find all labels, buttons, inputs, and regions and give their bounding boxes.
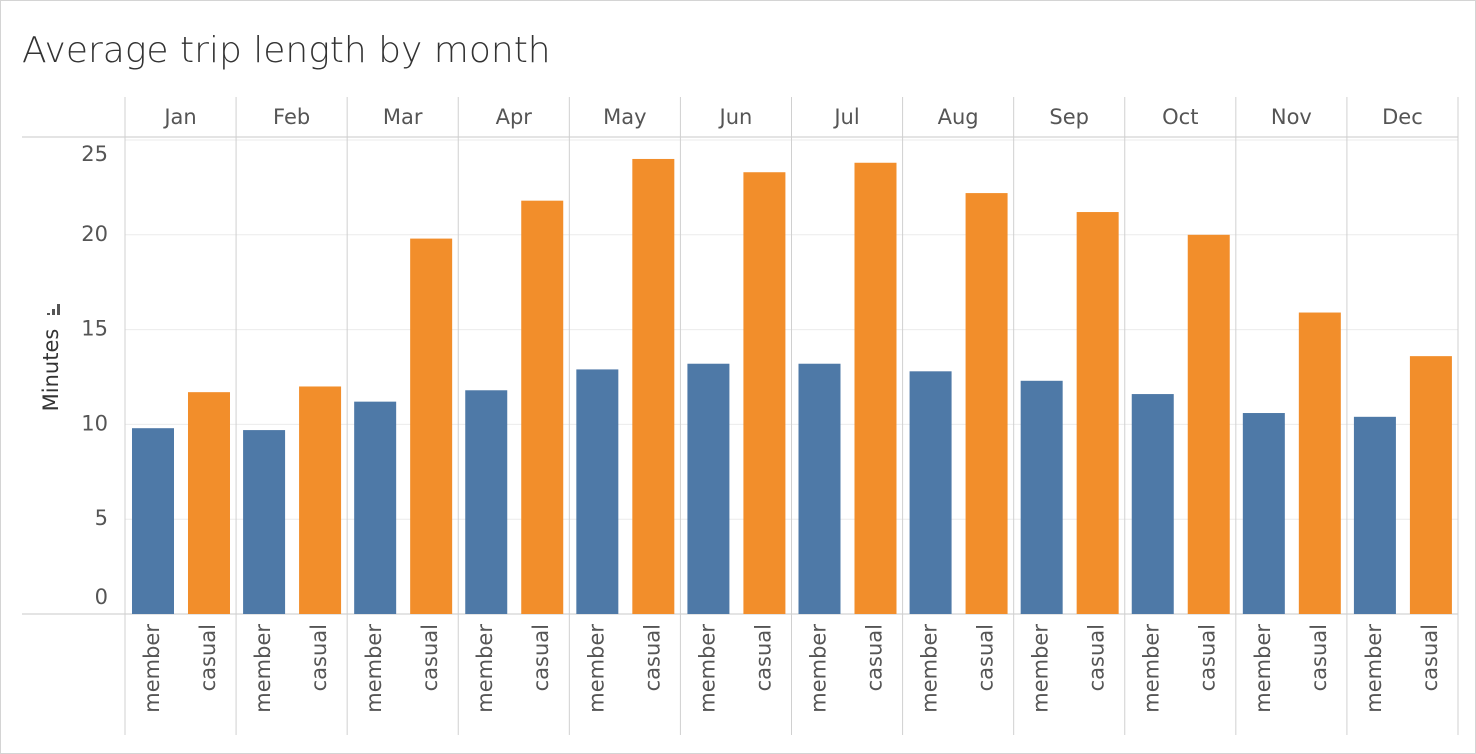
bar [1353, 416, 1396, 614]
y-tick-label: 25 [81, 142, 108, 166]
month-label: Jul [832, 105, 859, 129]
x-tick-label: member [1140, 624, 1164, 713]
chart-title: Average trip length by month [22, 30, 551, 71]
bar [854, 162, 897, 614]
y-tick-label: 20 [81, 222, 108, 246]
bar [576, 369, 619, 614]
y-tick-label: 15 [81, 317, 108, 341]
x-tick-label: casual [862, 624, 886, 691]
month-label: Nov [1271, 105, 1312, 129]
axis-icon [57, 304, 60, 315]
month-label: Jan [162, 105, 196, 129]
x-tick-label: casual [1418, 624, 1442, 691]
x-tick-label: member [1029, 624, 1053, 713]
bar [1409, 356, 1452, 614]
x-tick-label: member [251, 624, 275, 713]
x-tick-label: casual [1196, 624, 1220, 691]
bar [410, 238, 453, 615]
x-tick-label: casual [974, 624, 998, 691]
month-label: Sep [1049, 105, 1089, 129]
bar [187, 392, 230, 614]
bar [465, 390, 508, 614]
bar [1187, 234, 1230, 615]
bar [909, 371, 952, 614]
x-tick-label: casual [307, 624, 331, 691]
x-tick-label: casual [751, 624, 775, 691]
x-tick-label: member [140, 624, 164, 713]
y-tick-label: 5 [95, 506, 108, 530]
x-tick-label: member [918, 624, 942, 713]
x-tick-label: casual [196, 624, 220, 691]
bar [131, 428, 174, 614]
bar [1242, 413, 1285, 614]
y-tick-label: 0 [95, 585, 108, 609]
bar [798, 363, 841, 614]
month-label: Feb [273, 105, 310, 129]
month-label: Mar [383, 105, 423, 129]
x-tick-label: casual [1085, 624, 1109, 691]
x-tick-label: member [806, 624, 830, 713]
x-tick-label: member [584, 624, 608, 713]
y-axis-label-group: Minutes [39, 304, 63, 411]
y-tick-label: 10 [81, 411, 108, 435]
bar [632, 158, 675, 614]
bar [965, 193, 1008, 614]
x-tick-label: member [473, 624, 497, 713]
bar [1131, 394, 1174, 614]
bar [299, 386, 342, 614]
bar [521, 200, 564, 614]
month-label: May [603, 105, 646, 129]
x-tick-label: casual [418, 624, 442, 691]
bar [243, 430, 286, 614]
x-tick-label: casual [1307, 624, 1331, 691]
x-tick-label: casual [640, 624, 664, 691]
x-tick-label: member [362, 624, 386, 713]
bar [743, 172, 786, 614]
bar [1298, 312, 1341, 614]
bar [687, 363, 730, 614]
x-tick-label: member [695, 624, 719, 713]
bar [354, 401, 397, 614]
bar [1020, 380, 1063, 614]
x-tick-label: casual [529, 624, 553, 691]
axis-icon [47, 313, 50, 315]
axis-icon [52, 309, 55, 315]
x-tick-label: member [1362, 624, 1386, 713]
month-label: Jun [718, 105, 753, 129]
x-tick-label: member [1251, 624, 1275, 713]
month-label: Dec [1382, 105, 1423, 129]
month-label: Apr [496, 105, 533, 129]
month-label: Aug [938, 105, 979, 129]
y-axis-label: Minutes [39, 329, 63, 412]
month-label: Oct [1162, 105, 1198, 129]
bar [1076, 212, 1119, 614]
